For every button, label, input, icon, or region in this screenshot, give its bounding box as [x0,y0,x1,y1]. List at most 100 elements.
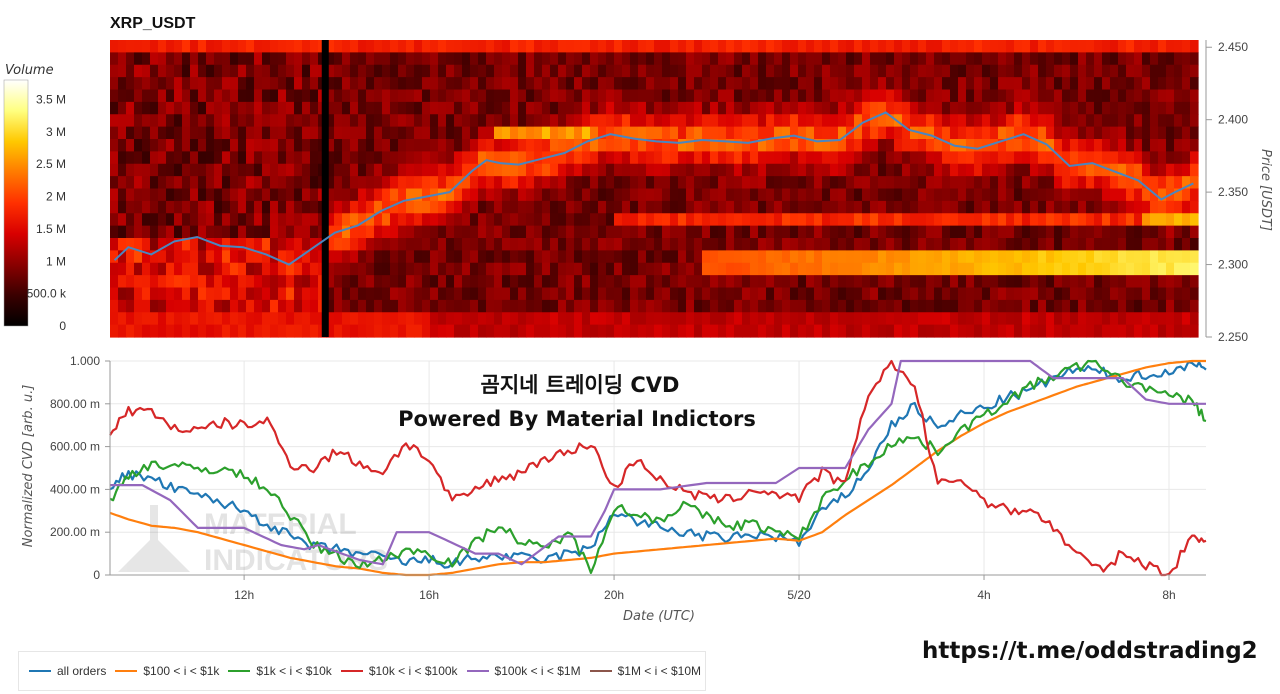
heatmap-cell [598,225,607,239]
heatmap-cell [238,101,247,115]
heatmap-cell [158,188,167,202]
heatmap-cell [774,287,783,301]
heatmap-cell [238,312,247,326]
heatmap-cell [982,238,991,251]
heatmap-cell [190,250,199,264]
heatmap-cell [502,262,511,276]
heatmap-cell [422,200,431,214]
heatmap-cell [806,176,815,190]
heatmap-cell [1142,139,1151,152]
heatmap-cell [942,324,951,338]
heatmap-cell [574,324,583,338]
heatmap-cell [334,213,343,227]
heatmap-cell [238,151,247,165]
heatmap-cell [238,238,247,251]
heatmap-cell [1046,77,1055,91]
heatmap-cell [910,40,919,53]
heatmap-cell [878,176,887,190]
heatmap-cell [374,64,383,78]
heatmap-cell [902,299,911,313]
heatmap-cell [990,40,999,53]
heatmap-cell [902,101,911,115]
heatmap-cell [926,275,935,289]
heatmap-cell [950,126,959,140]
heatmap-cell [782,238,791,251]
heatmap-cell [582,126,591,140]
heatmap-cell [958,287,967,301]
heatmap-cell [398,312,407,326]
heatmap-cell [878,324,887,338]
heatmap-cell [918,163,927,177]
heatmap-cell [702,250,711,264]
legend-item[interactable]: $100k < i < $1M [466,664,581,678]
legend-item[interactable]: all orders [29,664,106,678]
heatmap-cell [974,64,983,78]
heatmap-cell [734,188,743,202]
heatmap-cell [1030,64,1039,78]
heatmap-cell [710,101,719,115]
heatmap-cell [942,262,951,276]
heatmap-cell [1118,77,1127,91]
heatmap-cell [1174,139,1183,152]
heatmap-cell [1062,312,1071,326]
heatmap-cell [910,163,919,177]
heatmap-cell [230,312,239,326]
heatmap-cell [702,114,711,128]
heatmap-cell [150,262,159,276]
heatmap-cell [350,139,359,152]
heatmap-cell [1022,200,1031,214]
heatmap-cell [350,312,359,326]
heatmap-cell [406,52,415,66]
heatmap-cell [294,139,303,152]
heatmap-cell [1014,176,1023,190]
legend-swatch [589,670,612,672]
heatmap-cell [174,299,183,313]
heatmap-cell [398,188,407,202]
legend-item[interactable]: $100 < i < $1k [115,664,219,678]
heatmap-cell [382,275,391,289]
legend-item[interactable]: $10k < i < $100k [340,664,458,678]
heatmap-cell [166,101,175,115]
heatmap-cell [126,324,135,338]
heatmap-cell [550,287,559,301]
heatmap-cell [758,299,767,313]
heatmap-cell [1166,89,1175,103]
heatmap-cell [166,77,175,91]
heatmap-cell [1118,213,1127,227]
heatmap-cell [382,163,391,177]
heatmap-cell [678,77,687,91]
legend-item[interactable]: $1M < i < $10M [589,664,701,678]
heatmap-cell [494,299,503,313]
legend-item[interactable]: $1k < i < $10k [228,664,332,678]
heatmap-cell [326,275,335,289]
heatmap-cell [630,176,639,190]
heatmap-cell [614,213,623,227]
heatmap-cell [222,225,231,239]
heatmap-cell [174,89,183,103]
heatmap-cell [470,126,479,140]
heatmap-cell [206,312,215,326]
heatmap-cell [846,40,855,53]
heatmap-cell [534,176,543,190]
heatmap-cell [230,126,239,140]
heatmap-cell [462,151,471,165]
heatmap-cell [966,52,975,66]
footer-link[interactable]: https://t.me/oddstrading2 [922,638,1258,664]
heatmap-cell [934,163,943,177]
heatmap-cell [926,151,935,165]
heatmap-cell [926,213,935,227]
heatmap-cell [1062,126,1071,140]
heatmap-cell [326,262,335,276]
heatmap-cell [1078,40,1087,53]
heatmap-cell [790,275,799,289]
heatmap-cell [974,139,983,152]
heatmap-cell [294,287,303,301]
heatmap-cell [526,126,535,140]
heatmap-cell [174,126,183,140]
heatmap-cell [1078,225,1087,239]
heatmap-cell [1038,299,1047,313]
heatmap-cell [150,312,159,326]
heatmap-cell [454,101,463,115]
heatmap-cell [118,151,127,165]
heatmap-cell [510,275,519,289]
